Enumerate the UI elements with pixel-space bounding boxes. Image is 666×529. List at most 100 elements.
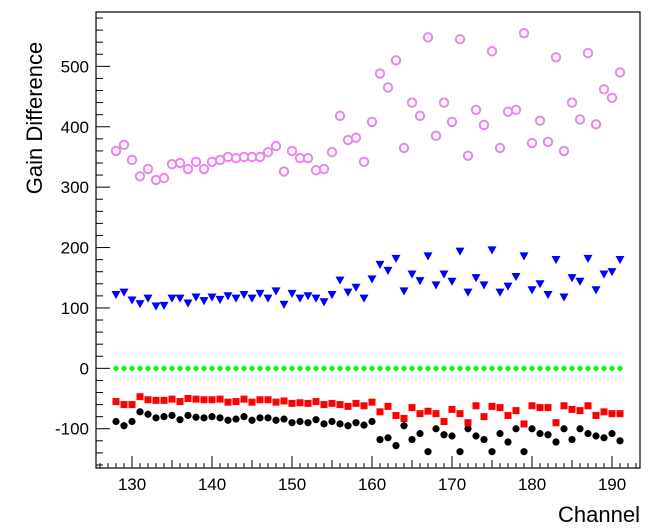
data-point	[327, 291, 337, 300]
data-point	[519, 252, 529, 261]
data-point	[329, 365, 335, 371]
data-point	[385, 365, 391, 371]
data-point	[496, 429, 504, 438]
data-point	[119, 288, 129, 297]
data-point	[496, 404, 504, 412]
data-point	[217, 365, 223, 371]
data-point	[409, 365, 415, 371]
data-point	[207, 293, 217, 302]
data-point	[183, 299, 193, 308]
data-point	[560, 425, 568, 433]
data-point	[414, 110, 426, 122]
data-point	[601, 365, 607, 371]
x-tick-label: 180	[518, 475, 546, 494]
data-point	[438, 97, 450, 108]
data-point	[439, 270, 449, 279]
data-point	[296, 399, 304, 407]
data-point	[255, 289, 265, 298]
data-point	[465, 365, 471, 371]
data-point	[567, 274, 577, 283]
data-point	[248, 398, 256, 406]
data-point	[160, 413, 168, 421]
data-point	[190, 156, 202, 167]
data-point	[110, 145, 122, 157]
y-axis-title: Gain Difference	[22, 42, 47, 194]
data-point	[344, 422, 352, 430]
data-point	[353, 365, 359, 371]
data-point	[280, 415, 288, 423]
data-point	[273, 365, 279, 371]
data-point	[288, 419, 296, 427]
data-point	[159, 301, 169, 311]
data-point	[488, 448, 496, 456]
data-point	[456, 448, 464, 456]
data-point	[495, 288, 505, 297]
data-point	[200, 396, 208, 404]
data-point	[472, 432, 480, 440]
data-point	[591, 286, 601, 295]
data-point	[305, 365, 311, 371]
data-point	[160, 396, 168, 404]
data-point	[239, 291, 249, 300]
data-point	[176, 416, 184, 424]
data-point	[489, 365, 495, 371]
data-point	[544, 431, 552, 439]
data-point	[401, 365, 407, 371]
data-point	[592, 411, 600, 419]
data-point	[393, 365, 399, 371]
data-point	[152, 396, 160, 404]
x-tick-label: 140	[198, 475, 226, 494]
data-point	[175, 294, 185, 303]
y-tick-label: 100	[61, 299, 89, 318]
data-point	[350, 132, 362, 143]
data-point	[464, 425, 472, 433]
data-point	[606, 92, 618, 103]
data-point	[559, 293, 569, 302]
data-point	[552, 419, 560, 427]
data-point	[257, 365, 263, 371]
data-point	[518, 27, 530, 39]
data-point	[472, 402, 480, 410]
data-point	[312, 398, 320, 406]
data-point	[359, 294, 369, 303]
data-point	[336, 401, 344, 409]
data-point	[456, 410, 464, 418]
data-point	[184, 411, 192, 420]
data-point	[334, 110, 346, 122]
data-point	[247, 294, 257, 303]
data-point	[192, 413, 200, 421]
data-point	[369, 365, 375, 371]
data-point	[151, 302, 161, 311]
data-point	[249, 365, 255, 371]
data-point	[208, 396, 216, 404]
data-point	[272, 398, 280, 406]
data-point	[271, 287, 281, 296]
data-point	[545, 365, 551, 371]
data-point	[336, 420, 344, 428]
data-point	[313, 365, 319, 371]
data-point	[361, 365, 367, 371]
data-point	[126, 154, 138, 166]
series-2	[113, 365, 623, 371]
data-point	[408, 404, 416, 412]
data-point	[248, 416, 256, 424]
data-point	[392, 442, 400, 450]
data-point	[534, 115, 546, 126]
data-point	[510, 104, 522, 116]
data-point	[574, 114, 586, 125]
x-tick-label: 150	[278, 475, 306, 494]
series-1	[111, 246, 625, 311]
data-point	[182, 163, 194, 175]
data-point	[200, 414, 208, 422]
data-point	[265, 365, 271, 371]
data-point	[584, 429, 592, 438]
data-point	[521, 365, 527, 371]
data-point	[310, 165, 322, 176]
data-point	[240, 395, 248, 403]
data-point	[120, 422, 128, 430]
series-3	[112, 393, 624, 428]
data-point	[582, 47, 594, 59]
data-point	[168, 411, 176, 420]
data-point	[504, 438, 512, 446]
data-point	[528, 402, 536, 410]
